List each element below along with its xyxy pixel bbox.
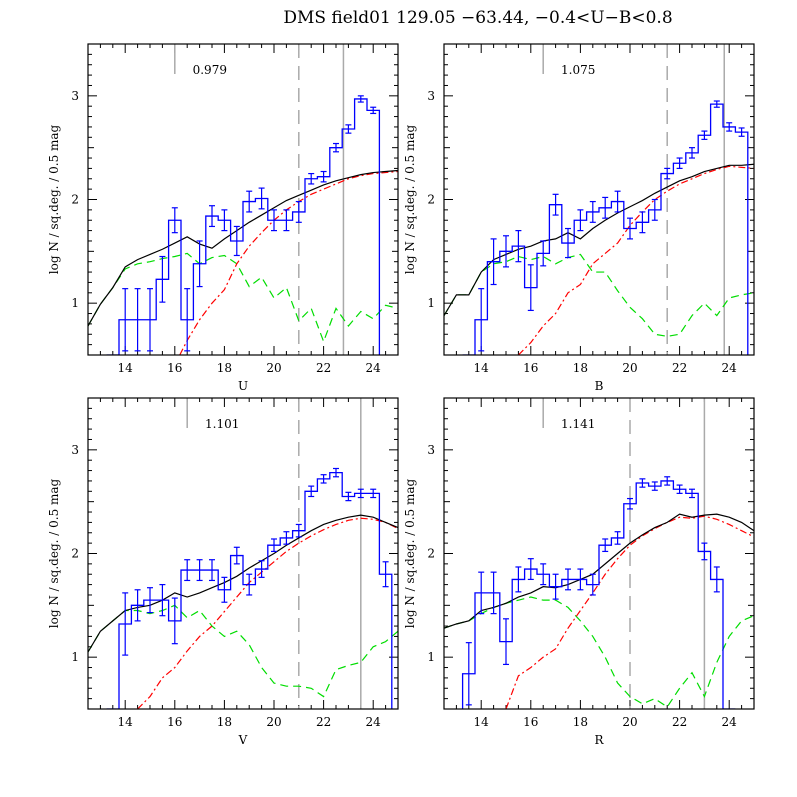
x-tick-label: 14	[474, 715, 490, 729]
panel-annotation: 1.101	[205, 417, 239, 431]
x-tick-label: 18	[217, 361, 232, 375]
plot-area	[88, 44, 398, 355]
y-tick-label: 3	[427, 89, 435, 103]
x-tick-label: 18	[573, 715, 588, 729]
y-tick-label: 1	[427, 296, 435, 310]
axes-frame	[443, 43, 755, 356]
y-axis-label: log N / sq.deg. / 0.5 mag	[47, 478, 61, 628]
x-axis-label: U	[238, 379, 248, 393]
x-tick-label: 16	[167, 715, 182, 729]
axes-frame	[443, 397, 755, 710]
x-tick-label: 24	[366, 715, 382, 729]
plot-area	[88, 398, 398, 709]
y-tick-label: 1	[71, 296, 79, 310]
x-tick-label: 22	[672, 361, 687, 375]
y-tick-label: 1	[71, 650, 79, 664]
y-tick-label: 2	[427, 193, 435, 207]
plot-area	[444, 398, 754, 709]
y-axis-label: log N / sq.deg. / 0.5 mag	[47, 124, 61, 274]
x-tick-label: 20	[266, 361, 281, 375]
x-tick-label: 24	[722, 361, 738, 375]
observed-histogram	[106, 98, 381, 355]
model-green-line	[444, 596, 754, 708]
y-tick-label: 2	[427, 547, 435, 561]
y-tick-label: 3	[427, 443, 435, 457]
plot-area	[444, 44, 754, 355]
model-total-line	[444, 163, 754, 316]
x-tick-label: 16	[523, 361, 538, 375]
axes-frame	[87, 397, 399, 710]
model-red-line	[137, 517, 398, 709]
y-tick-label: 3	[71, 443, 79, 457]
x-tick-label: 22	[672, 715, 687, 729]
x-tick-label: 24	[722, 715, 738, 729]
axes-frame	[87, 43, 399, 356]
model-red-line	[517, 165, 754, 355]
observed-histogram	[106, 471, 393, 709]
x-axis-label: R	[594, 733, 604, 747]
panel-annotation: 1.141	[561, 417, 595, 431]
x-axis-label: V	[238, 733, 248, 747]
x-tick-label: 20	[266, 715, 281, 729]
y-tick-label: 2	[71, 193, 79, 207]
y-axis-label: log N / sq.deg. / 0.5 mag	[403, 478, 417, 628]
x-tick-label: 18	[217, 715, 232, 729]
observed-histogram	[462, 103, 749, 355]
x-tick-label: 16	[523, 715, 538, 729]
y-tick-label: 1	[427, 650, 435, 664]
model-red-line	[505, 515, 754, 709]
model-total-line	[88, 169, 398, 327]
x-tick-label: 16	[167, 361, 182, 375]
model-green-line	[88, 604, 398, 698]
x-tick-label: 14	[118, 361, 134, 375]
model-green-line	[444, 253, 754, 337]
x-tick-label: 14	[474, 361, 490, 375]
x-tick-label: 22	[316, 361, 331, 375]
observed-histogram	[461, 480, 736, 709]
panel-annotation: 0.979	[193, 63, 227, 77]
x-tick-label: 20	[622, 361, 637, 375]
x-tick-label: 18	[573, 361, 588, 375]
y-tick-label: 2	[71, 547, 79, 561]
x-tick-label: 22	[316, 715, 331, 729]
x-axis-label: B	[595, 379, 604, 393]
panel-annotation: 1.075	[561, 63, 595, 77]
x-tick-label: 20	[622, 715, 637, 729]
x-tick-label: 24	[366, 361, 382, 375]
x-tick-label: 14	[118, 715, 134, 729]
figure-title: DMS field01 129.05 −63.44, −0.4<U−B<0.8	[283, 8, 672, 28]
y-tick-label: 3	[71, 89, 79, 103]
y-axis-label: log N / sq.deg. / 0.5 mag	[403, 124, 417, 274]
model-green-line	[88, 252, 398, 344]
